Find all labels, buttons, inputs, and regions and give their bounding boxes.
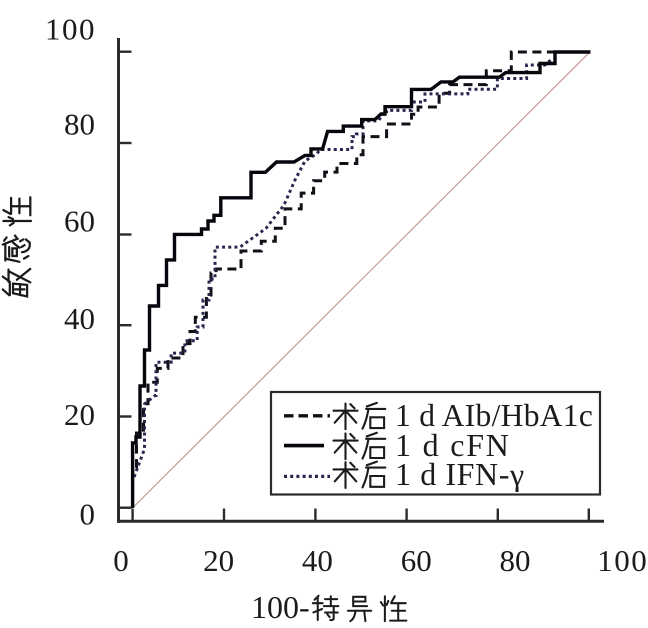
svg-text:0: 0 [113, 543, 129, 578]
svg-text:0: 0 [80, 497, 96, 532]
svg-text:100: 100 [45, 12, 96, 47]
svg-text:80: 80 [64, 107, 95, 142]
svg-text:20: 20 [64, 397, 95, 432]
svg-text:1 d IFN-γ: 1 d IFN-γ [395, 456, 525, 492]
svg-text:80: 80 [500, 543, 531, 578]
svg-text:1 d cFN: 1 d cFN [395, 427, 511, 463]
svg-text:1 d AIb/HbA1c: 1 d AIb/HbA1c [395, 398, 593, 433]
svg-text:100-: 100- [251, 589, 310, 625]
svg-text:40: 40 [302, 543, 333, 578]
svg-text:40: 40 [64, 301, 95, 336]
svg-text:60: 60 [401, 543, 432, 578]
svg-text:100: 100 [597, 543, 648, 578]
svg-text:60: 60 [64, 204, 95, 239]
svg-text:20: 20 [203, 543, 234, 578]
